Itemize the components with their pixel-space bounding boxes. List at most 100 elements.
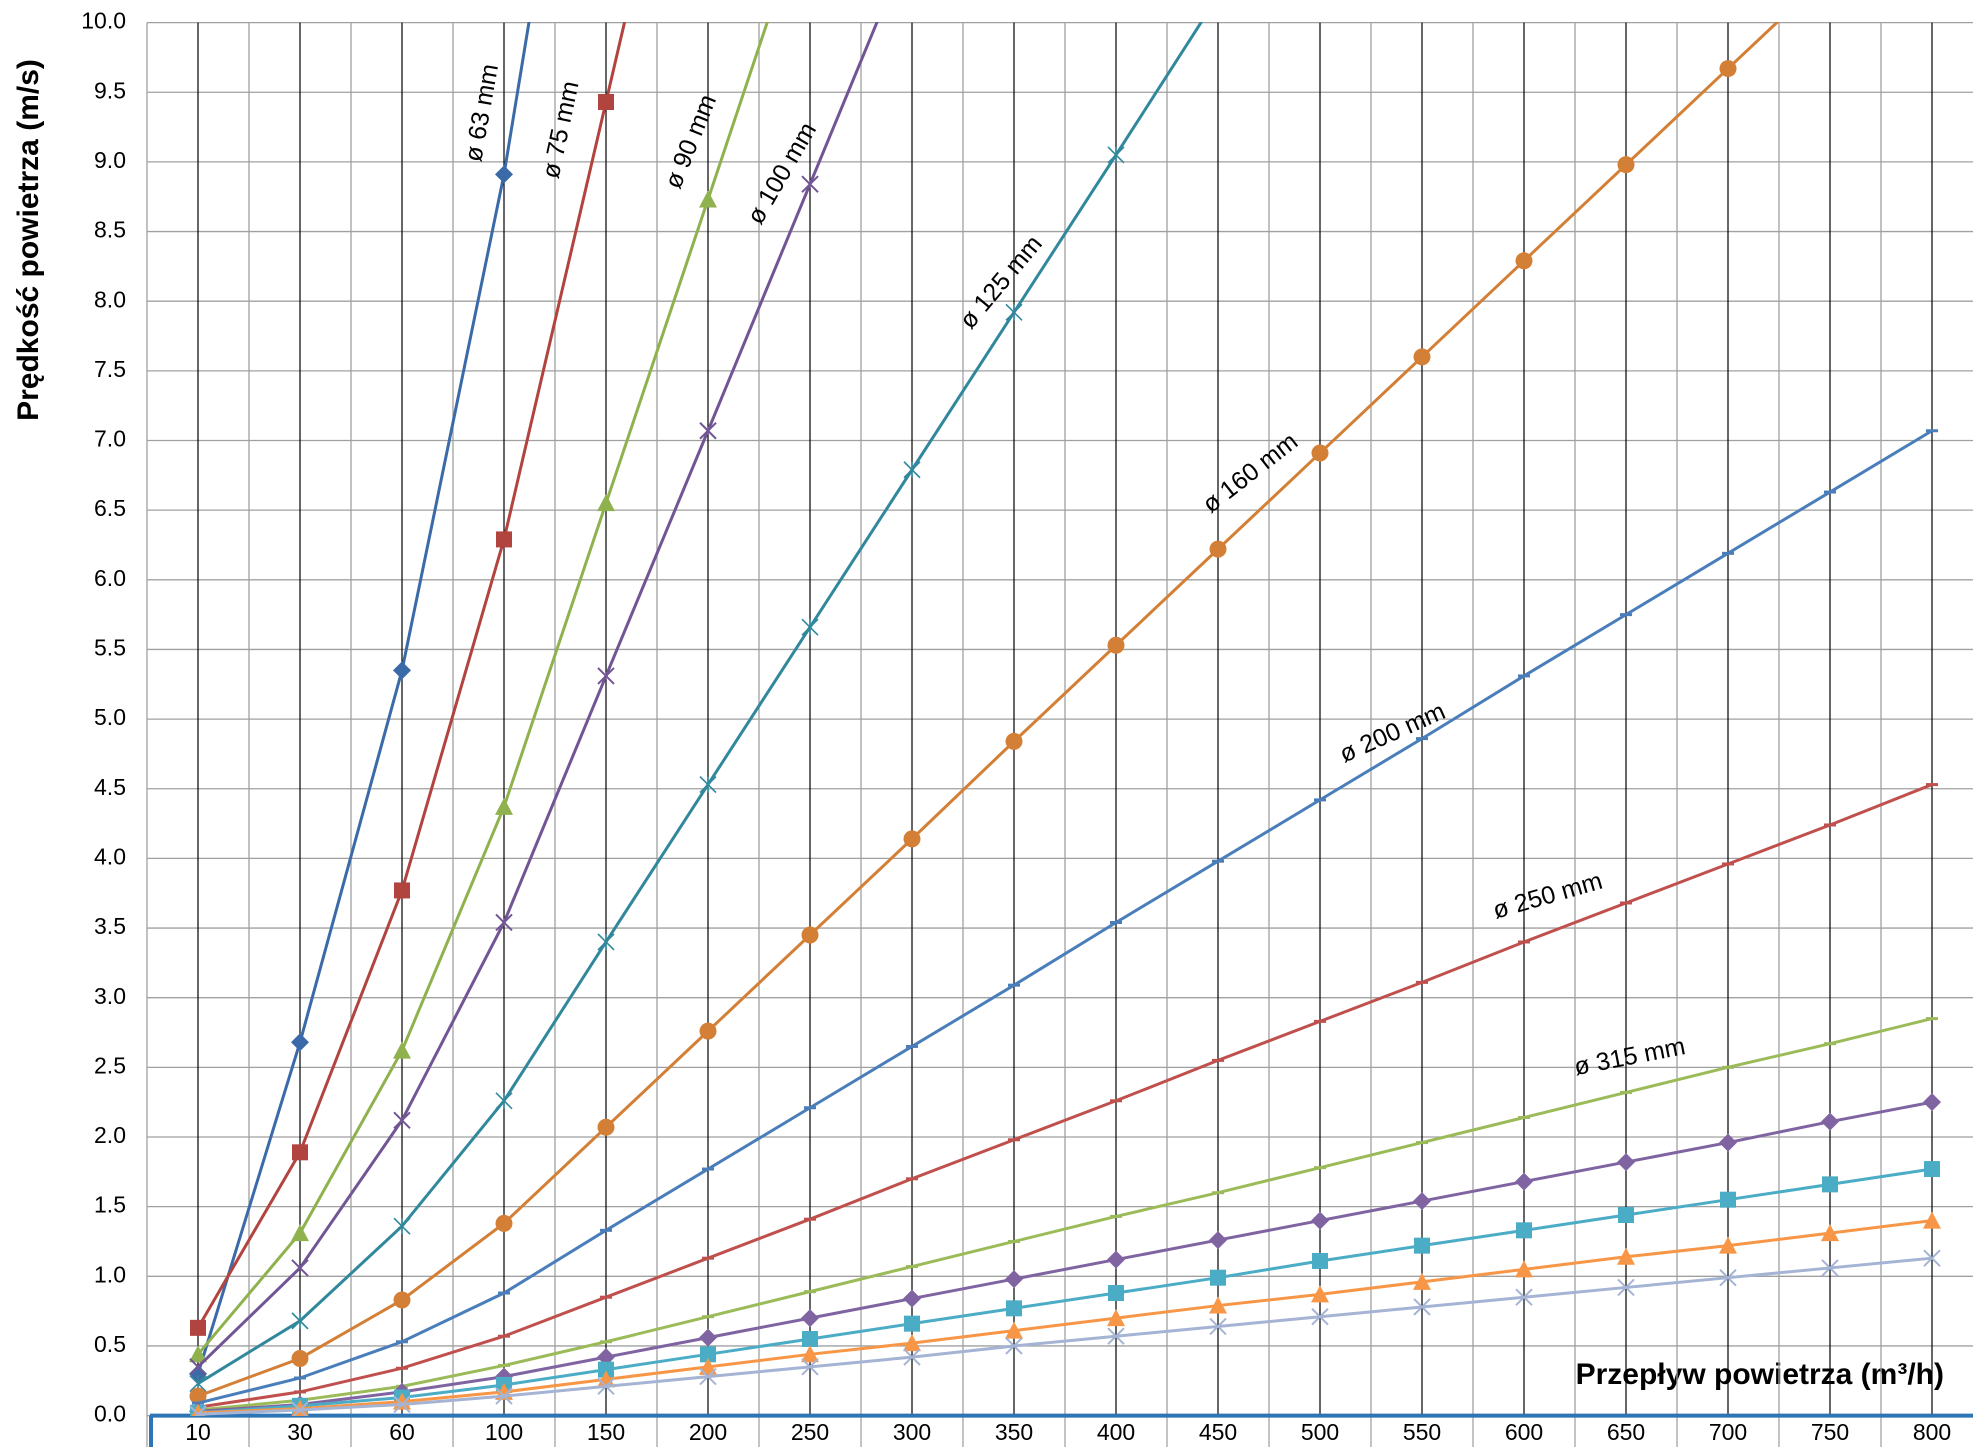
marker xyxy=(904,1315,920,1332)
x-tick-label: 450 xyxy=(1199,1419,1237,1445)
x-tick-label: 300 xyxy=(893,1419,931,1445)
marker xyxy=(1005,1321,1023,1339)
marker xyxy=(1413,1192,1431,1211)
series xyxy=(189,1249,1941,1416)
marker xyxy=(189,1387,207,1405)
marker xyxy=(1617,156,1635,174)
x-tick-label: 200 xyxy=(689,1419,727,1445)
y-tick-label: 7.5 xyxy=(94,356,126,382)
y-tick-label: 3.0 xyxy=(94,983,126,1009)
y-tick-label: 0.0 xyxy=(94,1401,126,1427)
series-label: ø 63 mm xyxy=(459,62,504,164)
y-tick-label: 2.0 xyxy=(94,1122,126,1148)
marker xyxy=(1005,732,1023,750)
marker xyxy=(1617,1278,1635,1297)
marker xyxy=(597,933,615,951)
marker xyxy=(1516,1222,1532,1239)
marker xyxy=(189,1358,207,1376)
marker xyxy=(393,1111,411,1129)
y-axis-title: Prędkość powietrza (m/s) xyxy=(12,59,45,421)
x-tick-label: 30 xyxy=(287,1419,313,1445)
marker xyxy=(597,494,615,512)
marker xyxy=(495,797,513,815)
marker xyxy=(801,618,819,636)
marker xyxy=(699,422,717,440)
series-line xyxy=(197,1219,1933,1415)
marker xyxy=(1515,252,1533,270)
series-line xyxy=(196,22,627,1329)
marker xyxy=(1311,444,1329,462)
marker xyxy=(1210,1269,1226,1286)
marker xyxy=(1209,540,1227,558)
marker xyxy=(1923,1249,1941,1267)
marker xyxy=(903,830,921,848)
marker xyxy=(1108,1285,1124,1302)
x-tick-label: 700 xyxy=(1709,1419,1747,1445)
marker xyxy=(598,94,614,111)
y-tick-label: 6.5 xyxy=(94,495,126,521)
x-tick-label: 650 xyxy=(1607,1419,1645,1445)
marker xyxy=(1107,636,1125,654)
x-tick-label: 150 xyxy=(587,1419,625,1445)
plot-area xyxy=(189,22,1941,1416)
y-tick-label: 6.0 xyxy=(94,565,126,591)
marker xyxy=(189,1405,207,1416)
y-tick-label: 4.5 xyxy=(94,774,126,800)
marker xyxy=(699,776,717,794)
marker xyxy=(699,1328,717,1347)
marker xyxy=(291,1349,309,1367)
marker xyxy=(495,913,513,932)
marker xyxy=(903,1289,921,1308)
marker xyxy=(700,1346,716,1363)
marker xyxy=(1719,1133,1737,1152)
marker xyxy=(1821,1259,1839,1277)
marker xyxy=(1311,1211,1329,1230)
marker xyxy=(495,1387,513,1405)
marker xyxy=(1005,1270,1023,1289)
marker xyxy=(291,1401,309,1416)
series-line xyxy=(197,783,1933,1409)
marker xyxy=(292,1144,308,1161)
marker xyxy=(393,1217,411,1235)
marker xyxy=(1515,1260,1533,1278)
series-line xyxy=(197,1167,1933,1415)
marker xyxy=(291,1224,309,1242)
marker xyxy=(291,1033,309,1052)
marker xyxy=(1719,60,1737,78)
marker xyxy=(903,1334,921,1352)
marker xyxy=(1414,1237,1430,1254)
marker xyxy=(1107,146,1125,164)
series xyxy=(192,783,1938,1409)
marker xyxy=(189,1345,207,1363)
marker xyxy=(1005,1337,1023,1355)
marker xyxy=(1209,1296,1227,1314)
x-tick-label: 500 xyxy=(1301,1419,1339,1445)
y-tick-label: 8.5 xyxy=(94,217,126,243)
marker xyxy=(597,1377,615,1396)
marker xyxy=(291,1312,309,1330)
series-label: ø 315 mm xyxy=(1572,1032,1688,1081)
marker xyxy=(1312,1252,1328,1269)
marker xyxy=(1719,1268,1737,1287)
x-tick-label: 400 xyxy=(1097,1419,1135,1445)
y-tick-label: 9.5 xyxy=(94,77,126,103)
marker xyxy=(496,531,512,548)
x-tick-label: 10 xyxy=(185,1419,211,1445)
y-tick-label: 8.0 xyxy=(94,286,126,312)
marker xyxy=(1617,1153,1635,1172)
marker xyxy=(495,1092,513,1110)
series xyxy=(189,22,879,1376)
marker xyxy=(1923,1093,1941,1112)
marker xyxy=(393,1395,411,1414)
series xyxy=(189,1093,1941,1416)
x-tick-label: 750 xyxy=(1811,1419,1849,1445)
marker xyxy=(291,1259,309,1277)
series-line xyxy=(197,1256,1933,1416)
marker xyxy=(1924,1161,1940,1178)
marker xyxy=(291,1399,309,1416)
marker xyxy=(1413,348,1431,366)
marker xyxy=(1413,1298,1431,1316)
marker xyxy=(1005,303,1023,321)
marker xyxy=(1822,1176,1838,1193)
x-tick-label: 600 xyxy=(1505,1419,1543,1445)
